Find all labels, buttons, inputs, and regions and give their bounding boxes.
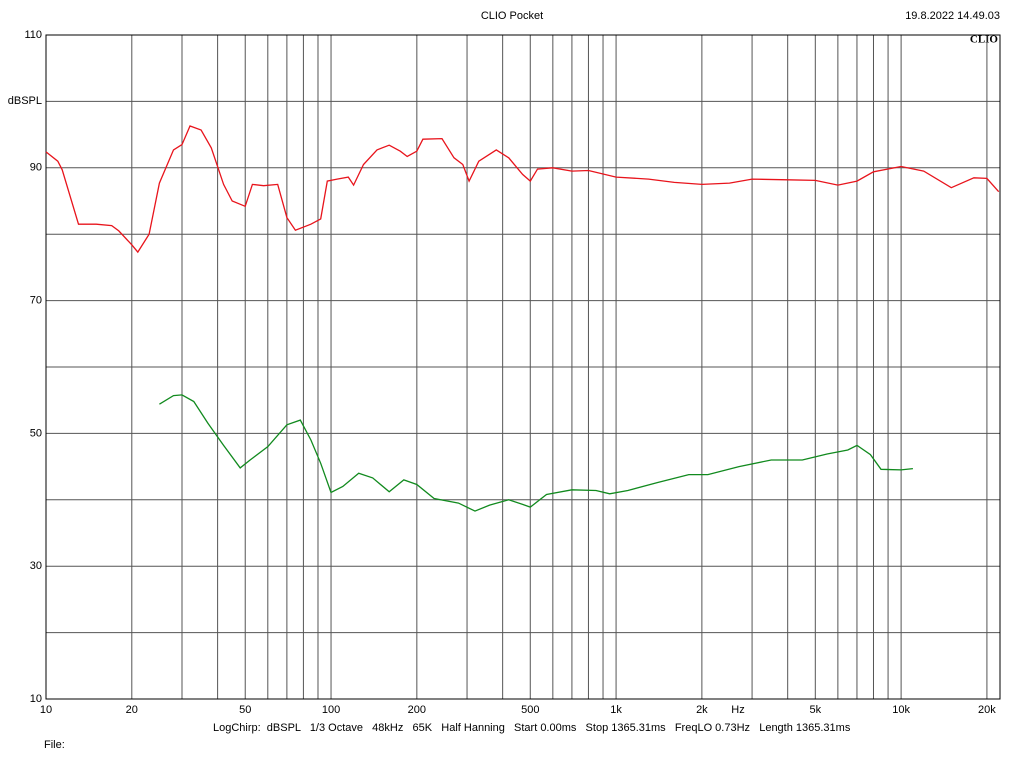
x-tick-label: 5k bbox=[809, 704, 821, 716]
settings: LogChirp: dBSPL 1/3 Octave 48kHz 65K Hal… bbox=[213, 722, 851, 734]
x-tick-label: 100 bbox=[322, 704, 340, 716]
timestamp: 19.8.2022 14.49.03 bbox=[905, 10, 1000, 22]
x-tick-label: 10 bbox=[40, 704, 52, 716]
y-tick-label: 10 bbox=[30, 693, 42, 705]
x-tick-label: 10k bbox=[892, 704, 910, 716]
x-tick-label: 1k bbox=[610, 704, 622, 716]
y-tick-label: 90 bbox=[30, 162, 42, 174]
chart-title: CLIO Pocket bbox=[481, 10, 543, 22]
x-tick-label: 2k bbox=[696, 704, 708, 716]
y-tick-label: 110 bbox=[24, 29, 42, 41]
y-tick-label: 70 bbox=[30, 295, 42, 307]
x-tick-label: 50 bbox=[239, 704, 251, 716]
file-label: File: bbox=[44, 739, 65, 751]
y-axis-label: dBSPL bbox=[8, 95, 42, 107]
data-line bbox=[45, 125, 1000, 254]
x-tick-label: 500 bbox=[521, 704, 539, 716]
x-tick-label: 20 bbox=[126, 704, 138, 716]
x-axis-label: Hz bbox=[731, 704, 744, 716]
logo: CLIO bbox=[970, 34, 999, 46]
data-line bbox=[159, 394, 913, 512]
plot-border bbox=[45, 34, 1001, 700]
x-tick-label: 20k bbox=[978, 704, 996, 716]
x-tick-label: 200 bbox=[408, 704, 426, 716]
y-tick-label: 50 bbox=[30, 427, 42, 439]
y-tick-label: 30 bbox=[30, 560, 42, 572]
